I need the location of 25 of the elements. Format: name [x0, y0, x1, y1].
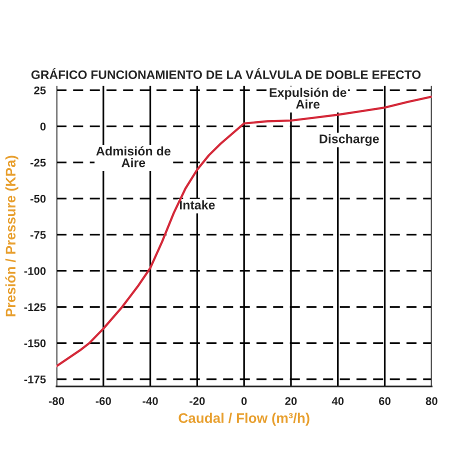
x-tick-label: -80 [48, 397, 64, 406]
x-tick-label: -40 [142, 397, 158, 406]
x-axis-title: Caudal / Flow (m³/h) [178, 412, 310, 426]
x-tick-label: -20 [190, 397, 205, 406]
x-tick-label: 0 [241, 397, 247, 406]
annotation: Intake [180, 200, 215, 210]
x-tick-label: 40 [332, 397, 344, 406]
x-tick-label: -60 [96, 397, 111, 406]
y-tick-label: 25 [34, 86, 46, 94]
y-tick-label: -50 [30, 194, 46, 203]
y-tick-label: -100 [24, 267, 46, 275]
y-tick-label: -175 [24, 376, 46, 384]
y-tick-label: -125 [24, 303, 46, 312]
y-tick-label: -75 [30, 231, 46, 239]
y-tick-label: -150 [24, 339, 46, 348]
y-axis-title: Presión / Pressure (KPa) [5, 156, 18, 316]
chart-title: GRÁFICO FUNCIONAMIENTO DE LA VÁLVULA DE DOBLE EFECTO [31, 68, 421, 80]
y-tick-label: -25 [30, 158, 46, 167]
annotation: Admisión de Aire [96, 146, 170, 168]
x-tick-label: 80 [426, 397, 438, 406]
annotation: Expulsión de Aire [270, 88, 346, 109]
annotation: Discharge [320, 134, 379, 146]
x-tick-label: 20 [285, 397, 297, 406]
y-tick-label: 0 [40, 122, 46, 130]
x-tick-label: 60 [378, 397, 390, 406]
